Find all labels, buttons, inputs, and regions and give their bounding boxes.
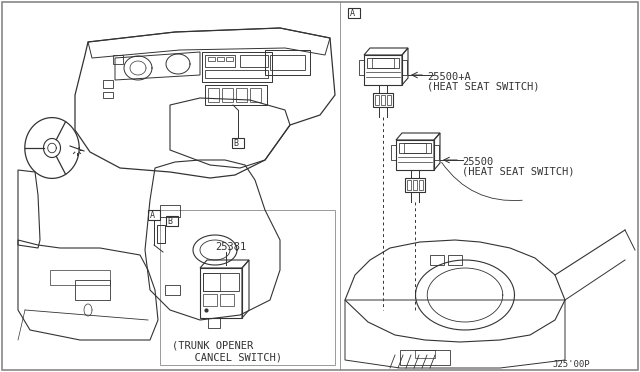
Bar: [222, 88, 233, 102]
Bar: [448, 255, 462, 265]
Bar: [402, 60, 407, 75]
Bar: [391, 145, 396, 160]
Bar: [373, 93, 393, 107]
Bar: [434, 145, 439, 160]
Bar: [367, 58, 399, 68]
Bar: [157, 225, 165, 243]
Text: B: B: [234, 139, 239, 148]
Bar: [381, 95, 385, 105]
Bar: [160, 210, 335, 365]
Bar: [208, 57, 215, 61]
Bar: [200, 268, 242, 318]
Text: 25381: 25381: [215, 242, 246, 252]
Bar: [419, 180, 423, 190]
Bar: [364, 55, 402, 85]
Bar: [430, 255, 444, 265]
Bar: [396, 140, 434, 170]
Bar: [205, 85, 267, 105]
Bar: [50, 270, 110, 285]
Text: 25500+A: 25500+A: [427, 72, 471, 82]
Bar: [148, 210, 160, 220]
Text: (HEAT SEAT SWITCH): (HEAT SEAT SWITCH): [462, 166, 575, 176]
Text: B: B: [168, 217, 173, 226]
Bar: [220, 294, 234, 306]
Bar: [372, 58, 394, 68]
Bar: [375, 95, 379, 105]
Text: 25500: 25500: [462, 157, 493, 167]
Text: A: A: [349, 9, 355, 18]
Bar: [240, 55, 268, 67]
Bar: [217, 57, 224, 61]
Bar: [205, 70, 268, 78]
Bar: [205, 55, 235, 67]
Bar: [165, 285, 180, 295]
Bar: [415, 350, 435, 358]
Bar: [208, 318, 220, 328]
Bar: [103, 80, 113, 88]
Bar: [250, 88, 261, 102]
Text: J25'00P: J25'00P: [552, 360, 590, 369]
Bar: [399, 143, 431, 153]
Bar: [270, 55, 305, 70]
Bar: [400, 350, 450, 365]
Bar: [75, 280, 110, 300]
Bar: [160, 205, 180, 217]
Bar: [413, 180, 417, 190]
Bar: [203, 273, 239, 291]
Bar: [407, 180, 411, 190]
Bar: [208, 88, 219, 102]
Text: CANCEL SWITCH): CANCEL SWITCH): [182, 352, 282, 362]
Bar: [203, 273, 220, 291]
Bar: [265, 50, 310, 75]
Text: A: A: [150, 211, 154, 220]
Bar: [348, 8, 360, 18]
Text: (HEAT SEAT SWITCH): (HEAT SEAT SWITCH): [427, 81, 540, 91]
Text: (TRUNK OPENER: (TRUNK OPENER: [172, 340, 253, 350]
Bar: [236, 88, 247, 102]
Bar: [203, 294, 217, 306]
Bar: [404, 143, 426, 153]
Bar: [113, 55, 123, 64]
Bar: [232, 138, 244, 148]
Bar: [226, 57, 233, 61]
Bar: [103, 92, 113, 98]
Bar: [359, 60, 364, 75]
Bar: [387, 95, 391, 105]
Bar: [166, 216, 178, 226]
Bar: [405, 178, 425, 192]
Bar: [202, 52, 272, 82]
